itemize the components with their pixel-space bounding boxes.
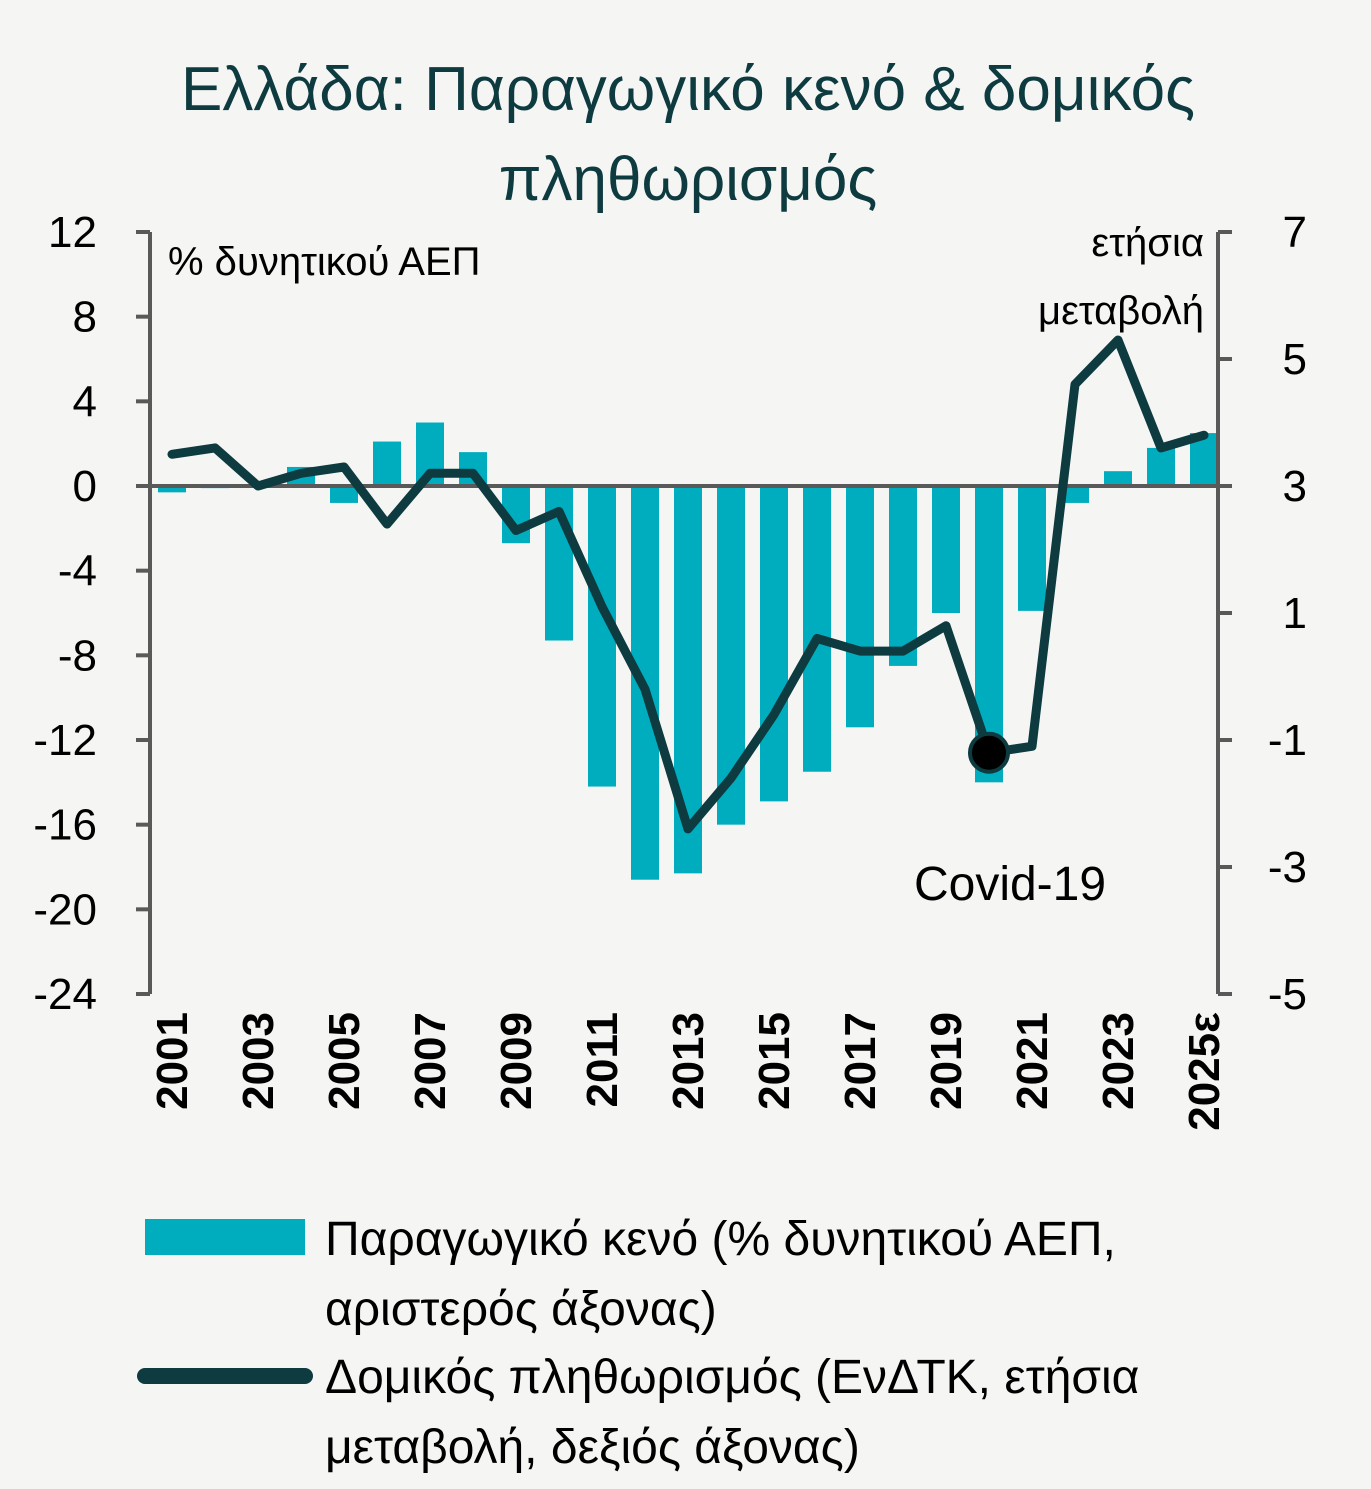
x-tick-label-2001: 2001: [148, 1012, 197, 1110]
left-tick-label: -16: [33, 801, 97, 850]
right-tick-label: 1: [1283, 589, 1307, 638]
right-axis-unit-label-line-2: μεταβολή: [1038, 289, 1204, 333]
bar-2018: [889, 486, 917, 666]
x-tick-label-2017: 2017: [836, 1012, 885, 1110]
bar-2023: [1104, 471, 1132, 486]
x-tick-label-2023: 2023: [1094, 1012, 1143, 1110]
bar-2006: [373, 441, 401, 486]
x-tick-label-2003: 2003: [234, 1012, 283, 1110]
x-tick-label-2007: 2007: [406, 1012, 455, 1110]
bar-2001: [158, 486, 186, 493]
left-tick-label: -20: [33, 885, 97, 934]
legend-bar-swatch: [145, 1219, 305, 1255]
legend-bar-label-line-1: Παραγωγικό κενό (% δυνητικού ΑΕΠ,: [325, 1213, 1116, 1266]
x-tick-label-2013: 2013: [664, 1012, 713, 1110]
left-tick-label: -4: [58, 547, 97, 596]
left-tick-label: 4: [73, 377, 97, 426]
x-tick-label-2009: 2009: [492, 1012, 541, 1110]
right-tick-label: 5: [1283, 335, 1307, 384]
right-tick-label: -3: [1268, 843, 1307, 892]
x-tick-label-2021: 2021: [1008, 1012, 1057, 1110]
left-axis-unit-label: % δυνητικού ΑΕΠ: [168, 240, 481, 284]
line-series: [167, 335, 1209, 834]
x-tick-label-2005: 2005: [320, 1012, 369, 1110]
legend-line-label-line-2: μεταβολή, δεξιός άξονας): [325, 1421, 860, 1474]
bar-2019: [932, 486, 960, 613]
left-tick-label: -8: [58, 631, 97, 680]
left-tick-label: 12: [48, 208, 97, 257]
bar-2005: [330, 486, 358, 503]
bar-2022: [1061, 486, 1089, 503]
x-tick-label-2015: 2015: [750, 1012, 799, 1110]
bar-2011: [588, 486, 616, 787]
bar-2024: [1147, 447, 1175, 486]
right-tick-label: 7: [1283, 208, 1307, 257]
bar-2017: [846, 486, 874, 728]
core-inflation-line: [167, 335, 1209, 834]
tick-labels: 12 8 4 0 -4 -8 -12 -16 -20 -24 7 5 3 1 -1 -3 -5 2001 2003 2…: [33, 208, 1307, 1131]
x-tick-label-2019: 2019: [922, 1012, 971, 1110]
axes: [136, 230, 1232, 996]
chart-title-line-1: Ελλάδα: Παραγωγικό κενό & δομικός: [181, 55, 1195, 124]
x-tick-label-2011: 2011: [578, 1012, 627, 1107]
right-axis-unit-label-line-1: ετήσια: [1091, 221, 1204, 265]
covid-marker: [968, 731, 1010, 774]
right-tick-label: 3: [1283, 462, 1307, 511]
legend-line-label-line-1: Δομικός πληθωρισμός (ΕνΔΤΚ, ετήσια: [325, 1351, 1139, 1404]
bar-2015: [760, 486, 788, 802]
bar-2016: [803, 486, 831, 772]
legend-bar-label-line-2: αριστερός άξονας): [325, 1283, 717, 1336]
left-tick-label: -12: [33, 716, 97, 765]
left-tick-label: -24: [33, 970, 97, 1019]
right-tick-label: -5: [1268, 970, 1307, 1019]
x-tick-label-2025ε: 2025ε: [1180, 1012, 1229, 1131]
bar-series: [158, 422, 1218, 880]
bar-2021: [1018, 486, 1046, 611]
left-tick-label: 0: [73, 462, 97, 511]
left-tick-label: 8: [73, 293, 97, 342]
right-tick-label: -1: [1268, 716, 1307, 765]
covid-annotation: Covid-19: [914, 858, 1106, 911]
chart-title-line-2: πληθωρισμός: [499, 145, 878, 214]
